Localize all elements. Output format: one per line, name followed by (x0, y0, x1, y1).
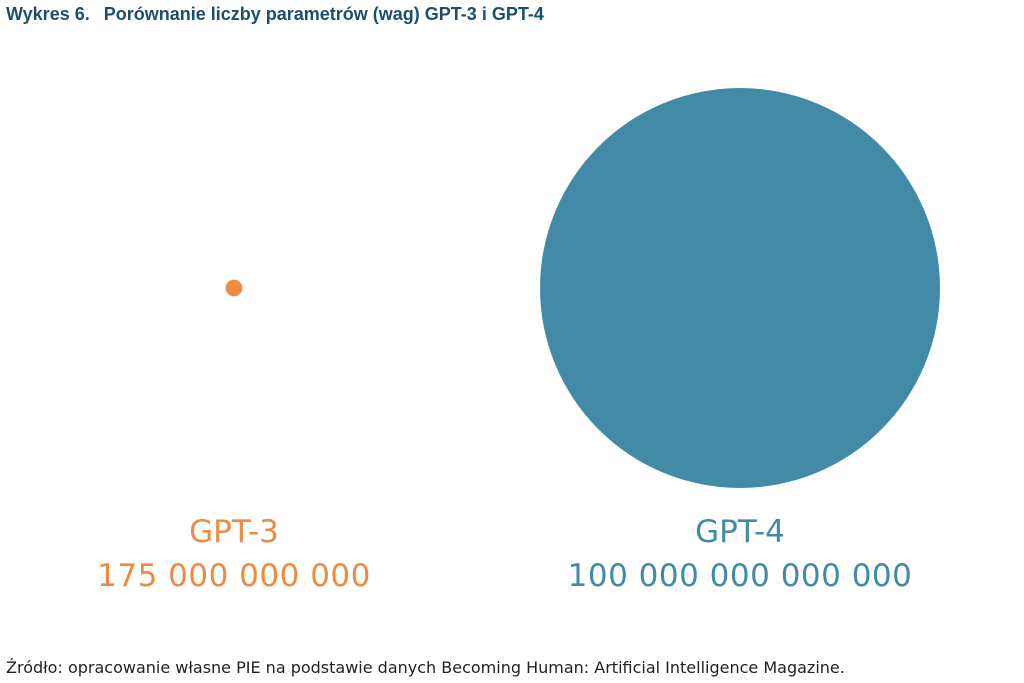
bubble-gpt4 (540, 88, 940, 488)
label-gpt4-name: GPT-4 (695, 514, 785, 550)
source-note: Źródło: opracowanie własne PIE na podsta… (6, 658, 845, 677)
chart-title-text: Porównanie liczby parametrów (wag) GPT-3… (103, 4, 544, 24)
label-gpt3-value: 175 000 000 000 (97, 558, 371, 594)
label-gpt4-value: 100 000 000 000 000 (567, 558, 913, 594)
chart-number: Wykres 6. (6, 4, 90, 24)
label-gpt3-name: GPT-3 (189, 514, 279, 550)
chart-title: Wykres 6. Porównanie liczby parametrów (w… (6, 4, 544, 25)
bubble-gpt3 (225, 279, 243, 297)
